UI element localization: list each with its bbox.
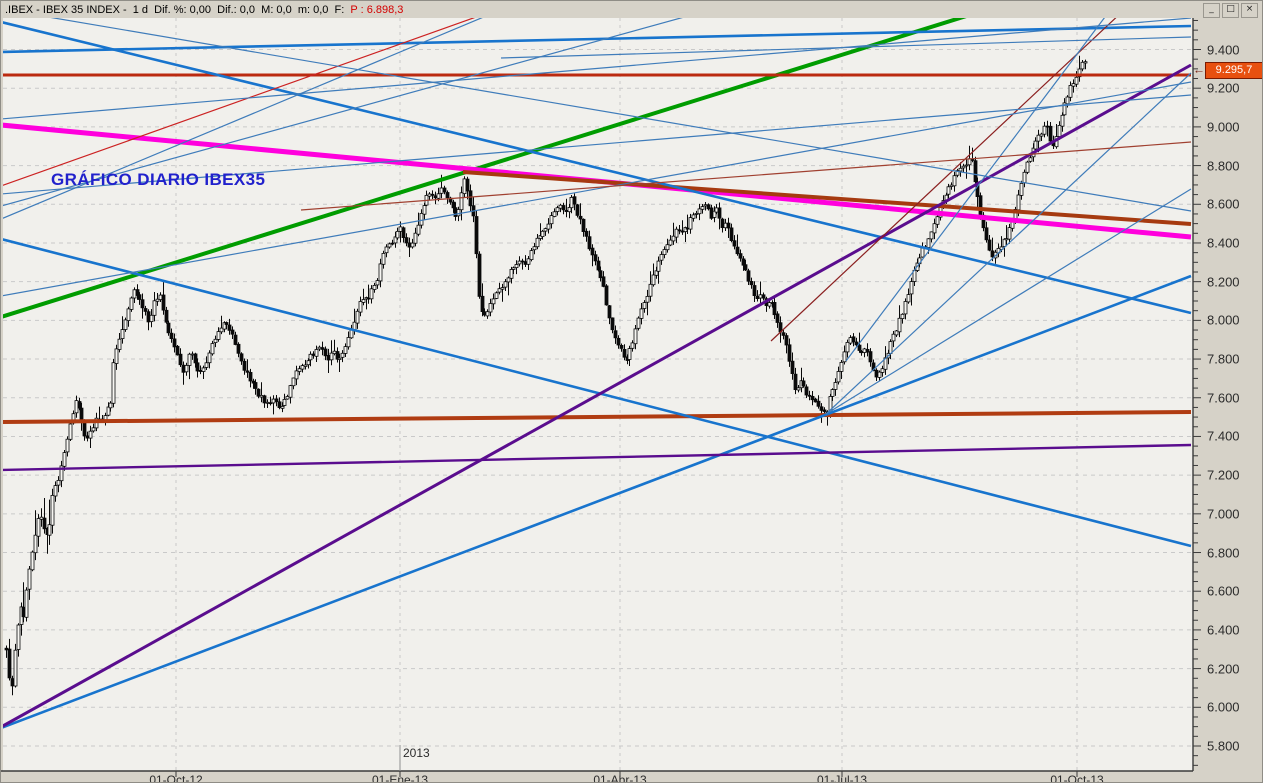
x-axis-label: 01-Ene-13 xyxy=(371,773,429,783)
y-axis-label: 8.000 xyxy=(1207,312,1240,328)
y-axis-label: 7.600 xyxy=(1207,390,1240,406)
trendline-thin-blue-fan-2[interactable] xyxy=(1,11,706,207)
trendline-maroon-steep-right[interactable] xyxy=(770,11,1123,342)
x-axis-label: 01-Oct-12 xyxy=(149,773,203,783)
y-axis-label: 9.200 xyxy=(1207,80,1240,96)
axes xyxy=(1,18,1201,777)
trendline-thin-blue-rising-low[interactable] xyxy=(1,94,1192,195)
maximize-button[interactable]: □ xyxy=(1222,3,1239,18)
y-axis-label: 8.400 xyxy=(1207,235,1240,251)
window-controls: _ □ × xyxy=(1203,3,1258,18)
y-axis-label: 5.800 xyxy=(1207,738,1240,754)
trendline-thin-blue-cross[interactable] xyxy=(1,81,1192,297)
trendline-blue-descending-2[interactable] xyxy=(1,238,1192,548)
trendline-steep-channel-left[interactable] xyxy=(845,9,1111,362)
y-axis-label: 7.000 xyxy=(1207,506,1240,522)
y-axis-label: 7.200 xyxy=(1207,467,1240,483)
x-axis-label: 01-Jul-13 xyxy=(816,773,868,783)
year-label: 2013 xyxy=(403,746,430,760)
y-axis-label: 6.200 xyxy=(1207,661,1240,677)
title-bar[interactable]: .IBEX - IBEX 35 INDEX - 1 d Dif. %: 0,00… xyxy=(1,1,1262,18)
x-axis-label: 01-Abr-13 xyxy=(593,773,647,783)
window-title: .IBEX - IBEX 35 INDEX - 1 d Dif. %: 0,00… xyxy=(5,3,351,16)
y-axis-label: 8.200 xyxy=(1207,274,1240,290)
x-axis-label: 01-Oct-13 xyxy=(1050,773,1104,783)
minimize-button[interactable]: _ xyxy=(1203,3,1220,18)
trendline-maroon-thin-rising[interactable] xyxy=(300,141,1192,211)
window-title-price: P : 6.898,3 xyxy=(350,3,404,16)
trendline-brown-support[interactable] xyxy=(1,410,1192,424)
trendline-thin-blue-rising-high[interactable] xyxy=(1,18,1192,120)
trendline-blue-descending-1[interactable] xyxy=(1,21,1192,315)
trendline-purple-horizontal[interactable] xyxy=(1,443,1192,472)
y-axis-label: 6.800 xyxy=(1207,545,1240,561)
price-arrow-icon: ← xyxy=(1193,62,1205,77)
trendline-thin-blue-fan-1[interactable] xyxy=(1,11,498,219)
last-price-badge: 9.295,7 xyxy=(1205,61,1262,79)
trendline-thin-blue-descending[interactable] xyxy=(1,9,1192,212)
y-axis-label: 7.400 xyxy=(1207,428,1240,444)
trendline-thin-blue-upper-channel[interactable] xyxy=(500,36,1192,59)
trendline-blue-ascending-main[interactable] xyxy=(1,274,1192,729)
close-button[interactable]: × xyxy=(1241,3,1258,18)
y-axis-label: 8.800 xyxy=(1207,158,1240,174)
chart-annotation-text: GRÁFICO DIARIO IBEX35 xyxy=(51,170,266,189)
y-axis-label: 7.800 xyxy=(1207,351,1240,367)
y-axis-label: 9.400 xyxy=(1207,42,1240,57)
trendline-brown-descending[interactable] xyxy=(462,170,1192,226)
trendline-purple-diagonal[interactable] xyxy=(1,63,1192,728)
y-axis-label: 6.400 xyxy=(1207,622,1240,638)
y-axis-label: 9.000 xyxy=(1207,119,1240,135)
y-axis-label: 6.000 xyxy=(1207,699,1240,715)
trendline-fan-from-low-shallow[interactable] xyxy=(825,188,1192,415)
y-axis-label: 8.600 xyxy=(1207,196,1240,212)
trendline-steep-fan-from-low[interactable] xyxy=(825,72,1192,415)
trendline-blue-top-horizontal[interactable] xyxy=(1,24,1192,54)
y-axis-label: 6.600 xyxy=(1207,583,1240,599)
